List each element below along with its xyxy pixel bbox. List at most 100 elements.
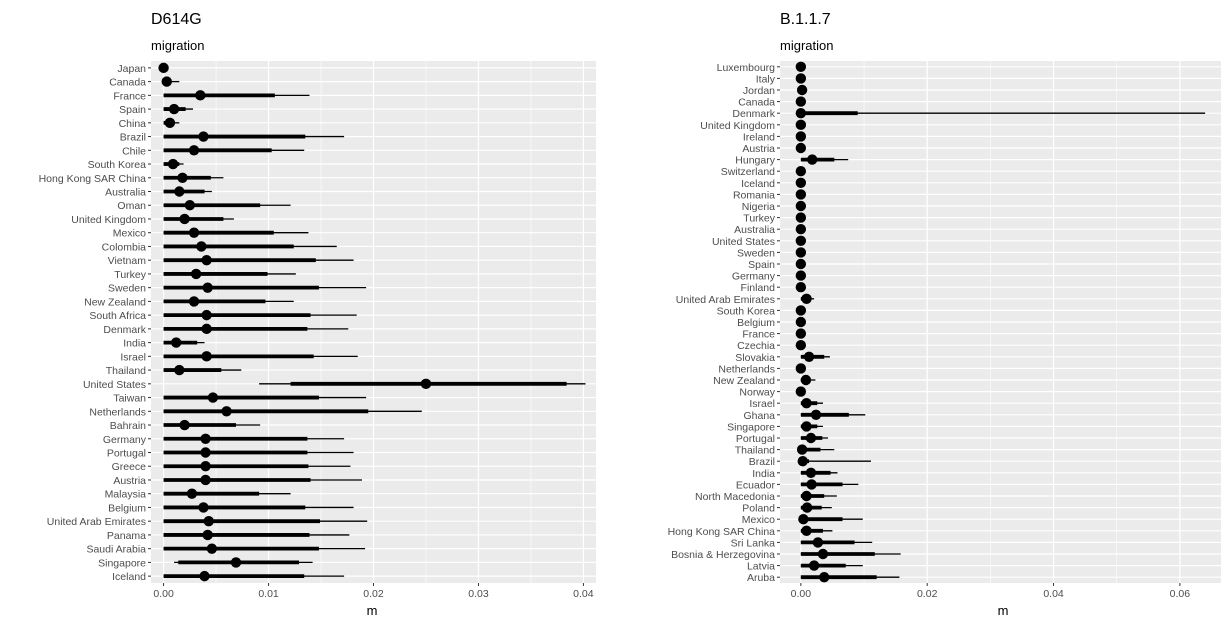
estimate-point	[803, 351, 815, 362]
y-tick-label: Thailand	[106, 365, 146, 377]
y-tick-label: Sri Lanka	[731, 537, 776, 549]
y-tick-label: United States	[712, 236, 775, 248]
y-tick-label: Belgium	[108, 502, 146, 514]
estimate-point	[174, 186, 185, 197]
y-tick-label: Hong Kong SAR China	[39, 173, 147, 185]
x-axis-title: m	[998, 603, 1009, 618]
y-tick-label: Chile	[122, 145, 146, 157]
estimate-point	[808, 560, 820, 571]
estimate-point	[795, 270, 807, 281]
estimate-point	[795, 96, 807, 107]
y-tick-label: North Macedonia	[695, 491, 775, 503]
x-tick-label: 0.03	[468, 588, 489, 600]
estimate-point	[801, 490, 812, 502]
y-tick-label: South Korea	[717, 305, 776, 317]
y-tick-label: United Arab Emirates	[676, 294, 775, 306]
estimate-point	[795, 305, 807, 316]
estimate-point	[179, 213, 190, 225]
x-tick-label: 0.01	[258, 588, 279, 600]
y-tick-label: Australia	[105, 187, 146, 199]
chart-subtitle: migration	[780, 38, 833, 53]
estimate-point	[230, 557, 242, 568]
estimate-point	[199, 570, 210, 582]
y-tick-label: Spain	[119, 104, 146, 116]
estimate-point	[201, 351, 212, 362]
estimate-point	[795, 340, 807, 351]
estimate-point	[795, 224, 807, 235]
y-tick-label: United Arab Emirates	[47, 516, 146, 528]
estimate-point	[158, 62, 169, 74]
estimate-point	[795, 247, 807, 258]
estimate-point	[795, 282, 807, 293]
estimate-point	[179, 419, 190, 431]
x-tick-label: 0.04	[1043, 588, 1064, 600]
y-tick-label: Portugal	[107, 448, 146, 460]
x-tick-label: 0.02	[917, 588, 938, 600]
estimate-point	[161, 76, 172, 87]
estimate-point	[817, 548, 829, 560]
y-tick-label: Luxembourg	[717, 62, 776, 74]
estimate-point	[167, 158, 179, 170]
y-tick-label: Greece	[112, 461, 147, 473]
y-tick-label: Thailand	[735, 445, 775, 457]
y-tick-label: Singapore	[727, 421, 775, 433]
chart-subtitle: migration	[151, 38, 204, 53]
estimate-point	[188, 296, 200, 307]
y-tick-label: Slovakia	[735, 352, 775, 364]
y-tick-label: United Kingdom	[700, 120, 775, 132]
estimate-point	[795, 200, 807, 212]
estimate-point	[200, 447, 211, 458]
y-tick-label: Sweden	[108, 283, 146, 295]
y-tick-label: New Zealand	[713, 375, 775, 387]
chart-d614g: D614G migration m 0.00 0.01 0.02 0.03 0.04 Ja…	[39, 11, 596, 618]
y-tick-label: Portugal	[736, 433, 775, 445]
y-tick-label: Ghana	[743, 410, 775, 422]
estimate-point	[200, 433, 211, 444]
y-tick-label: Canada	[738, 97, 775, 109]
y-tick-label: New Zealand	[84, 296, 146, 308]
y-tick-label: Ecuador	[736, 479, 776, 491]
y-tick-label: United States	[83, 379, 146, 391]
y-tick-label: Israel	[749, 398, 775, 410]
y-tick-label: Japan	[117, 63, 146, 75]
y-tick-label: Oman	[117, 200, 146, 212]
estimate-point	[174, 364, 185, 376]
estimate-point	[795, 142, 807, 154]
estimate-point	[186, 488, 198, 499]
estimate-point	[795, 258, 807, 270]
estimate-point	[795, 73, 807, 84]
y-tick-label: Taiwan	[113, 393, 146, 405]
y-tick-label: Denmark	[732, 108, 775, 120]
estimate-point	[801, 398, 812, 409]
x-tick-label: 0.06	[1170, 588, 1191, 600]
y-tick-label: Iceland	[741, 178, 775, 190]
estimate-point	[819, 572, 830, 583]
y-tick-label: India	[123, 338, 146, 350]
y-tick-label: Bosnia & Herzegovina	[671, 549, 775, 561]
y-tick-label: Switzerland	[721, 166, 775, 178]
estimate-point	[795, 316, 807, 328]
estimate-point	[806, 479, 817, 490]
estimate-point	[801, 421, 812, 432]
y-tick-label: Australia	[734, 224, 775, 236]
y-tick-label: Israel	[120, 351, 146, 363]
estimate-point	[795, 61, 807, 72]
y-tick-label: Germany	[732, 271, 776, 283]
y-tick-label: Hungary	[735, 155, 775, 167]
estimate-point	[795, 177, 807, 188]
y-tick-label: Hong Kong SAR China	[668, 526, 776, 538]
estimate-point	[198, 131, 209, 142]
estimate-point	[221, 406, 232, 417]
estimate-point	[812, 537, 824, 548]
y-tick-label: Turkey	[114, 269, 146, 281]
estimate-point	[202, 529, 213, 541]
y-tick-label: Ireland	[743, 131, 775, 143]
estimate-point	[795, 363, 807, 374]
estimate-point	[195, 90, 206, 101]
chart-title: D614G	[151, 11, 202, 28]
y-tick-label: Mexico	[742, 514, 775, 526]
y-tick-label: Malaysia	[105, 489, 147, 501]
estimate-point	[795, 212, 807, 223]
y-tick-label: Denmark	[103, 324, 146, 336]
chart-title: B.1.1.7	[780, 11, 831, 28]
